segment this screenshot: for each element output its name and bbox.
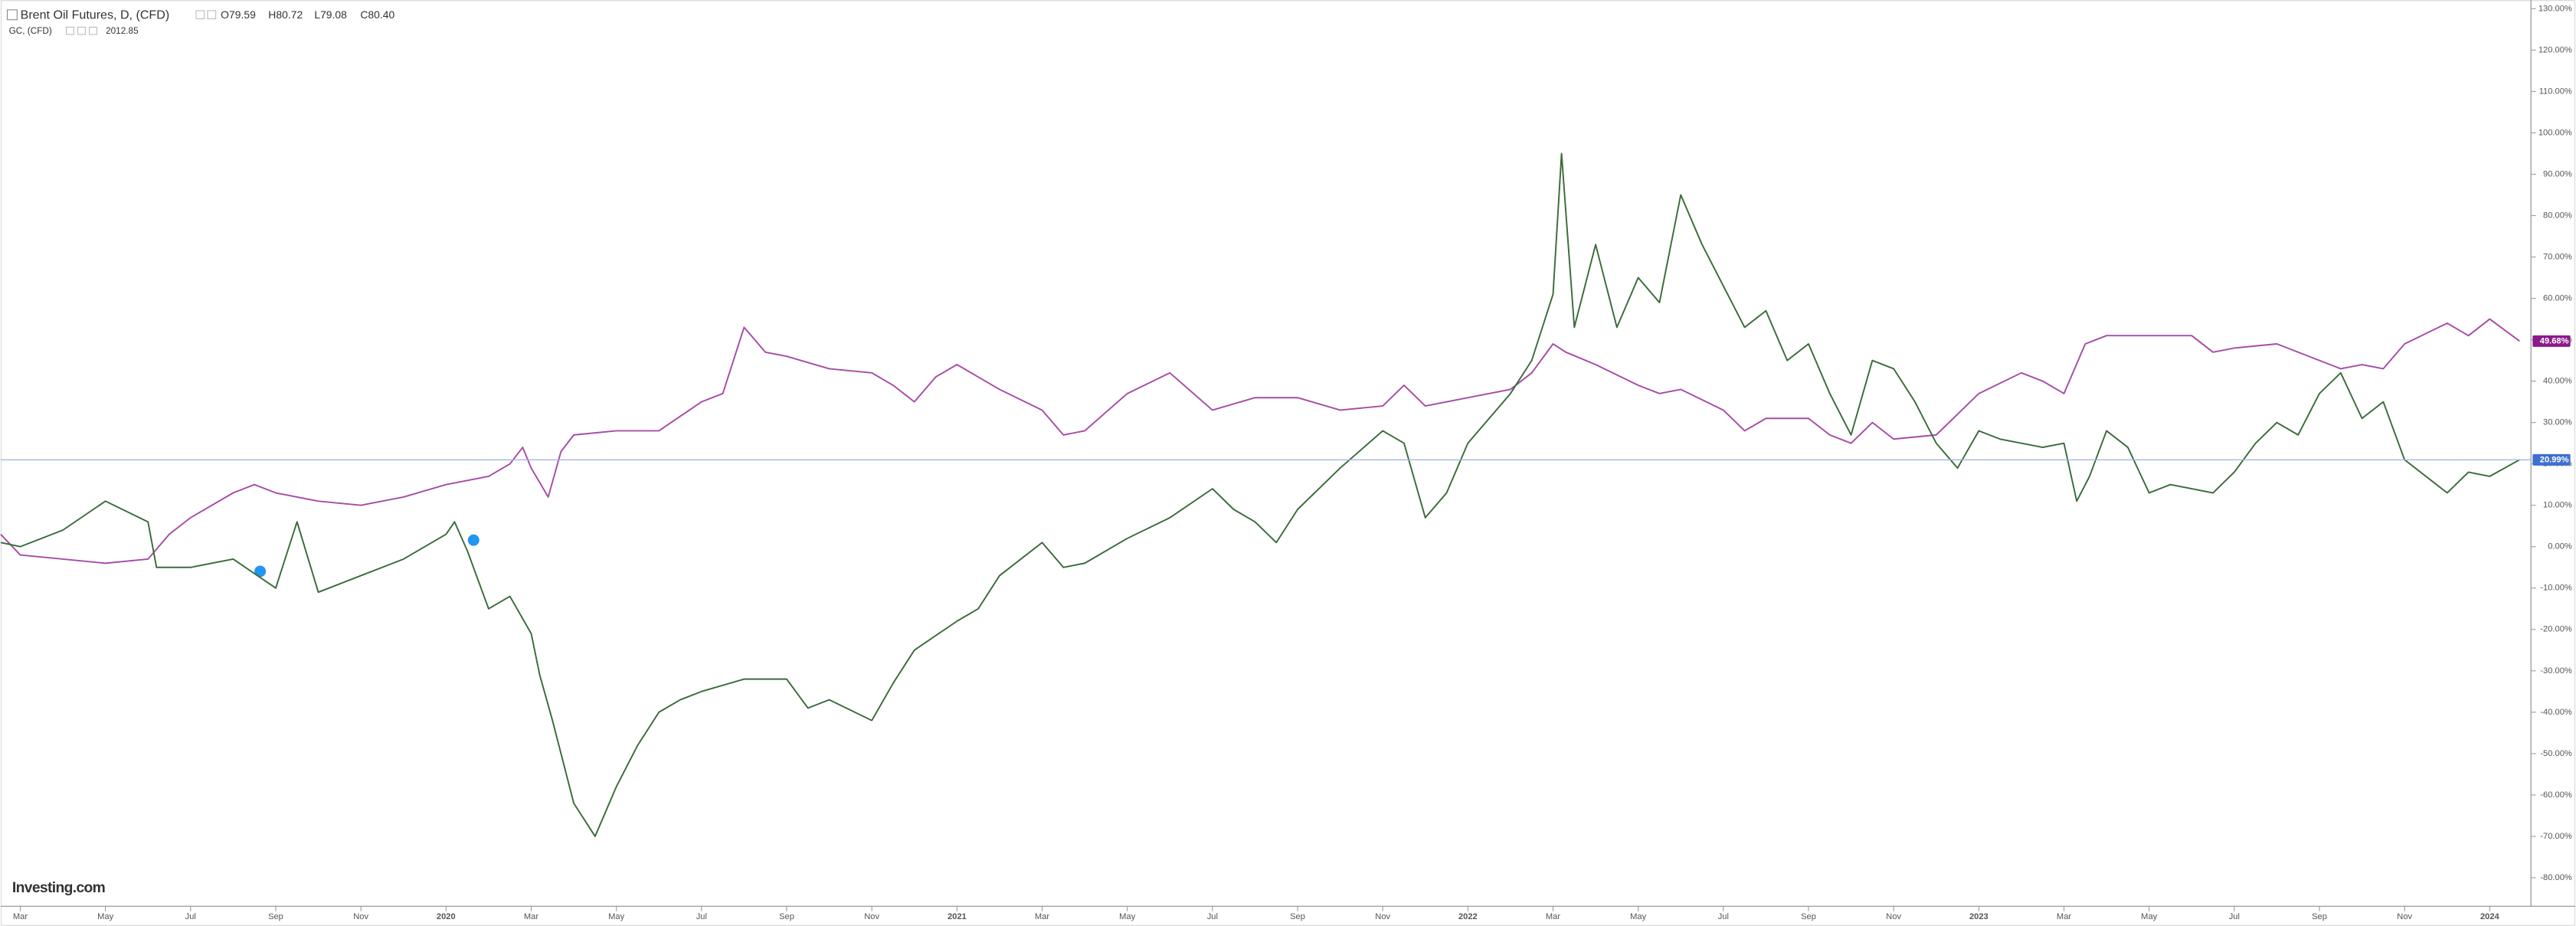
x-tick-label: Nov (353, 912, 368, 921)
legend-icon[interactable] (89, 26, 97, 35)
x-tick-label: Jul (185, 912, 196, 921)
y-tick-label: 10.00% (2543, 501, 2572, 510)
y-tick-label: 40.00% (2543, 377, 2572, 386)
ohlc-open: O79.59 (221, 8, 256, 21)
last-value-label: 20.99% (2540, 455, 2569, 464)
event-pin[interactable] (254, 565, 267, 578)
y-tick-label: -80.00% (2540, 873, 2572, 882)
ohlc-low: L79.08 (314, 8, 347, 21)
x-tick-label: 2021 (948, 912, 967, 921)
y-tick-label: 120.00% (2538, 45, 2572, 54)
x-tick-label: Jul (1718, 912, 1729, 921)
y-tick-label: -20.00% (2540, 625, 2572, 634)
y-tick-label: 70.00% (2543, 252, 2572, 261)
x-tick-label: Nov (2397, 912, 2412, 921)
y-tick-label: 60.00% (2543, 294, 2572, 303)
y-tick-label: 30.00% (2543, 418, 2572, 427)
x-tick-label: Jul (2229, 912, 2240, 921)
series-line (0, 318, 2520, 564)
last-value-tag (2532, 335, 2571, 347)
event-pin[interactable] (467, 534, 480, 546)
x-tick-label: Mar (1035, 912, 1049, 921)
series-line (0, 152, 2520, 837)
y-tick-label: 130.00% (2538, 4, 2572, 13)
watermark: Investing.com (12, 880, 105, 896)
y-tick-label: 90.00% (2543, 169, 2572, 178)
x-tick-label: Mar (524, 912, 538, 921)
y-tick-label: -60.00% (2540, 790, 2572, 800)
x-tick-label: 2024 (2480, 912, 2500, 921)
x-tick-label: Nov (1375, 912, 1390, 921)
x-tick-label: Jul (696, 912, 707, 921)
ohlc-close: C80.40 (360, 8, 394, 21)
legend-title: Brent Oil Futures, D, (CFD) (21, 8, 170, 22)
x-tick-label: Sep (1801, 912, 1816, 921)
y-tick-label: -40.00% (2540, 708, 2572, 717)
x-tick-label: 2020 (437, 912, 456, 921)
legend-icon[interactable] (77, 26, 86, 35)
legend-icon[interactable] (207, 10, 217, 20)
last-value-tag (2532, 453, 2571, 466)
y-tick-label: -70.00% (2540, 832, 2572, 841)
legend-icon[interactable] (66, 26, 74, 35)
y-tick-label: -10.00% (2540, 584, 2572, 593)
y-tick-label: 0.00% (2548, 542, 2572, 551)
gold-price: 2012.85 (106, 26, 139, 36)
y-tick-label: 80.00% (2543, 211, 2572, 220)
y-tick-label: -50.00% (2540, 749, 2572, 758)
x-tick-label: Sep (2312, 912, 2327, 921)
ohlc-high: H80.72 (268, 8, 303, 21)
legend-gold: GC, (CFD) (9, 26, 52, 36)
x-tick-label: May (608, 912, 624, 921)
last-value-label: 49.68% (2540, 336, 2569, 345)
x-tick-label: May (2141, 912, 2157, 921)
x-tick-label: May (97, 912, 113, 921)
x-tick-label: Nov (1886, 912, 1901, 921)
collapse-icon[interactable] (6, 9, 18, 21)
x-tick-label: Mar (1546, 912, 1560, 921)
x-tick-label: May (1630, 912, 1646, 921)
y-tick-label: 110.00% (2539, 87, 2572, 96)
x-tick-label: Nov (864, 912, 879, 921)
x-tick-label: Jul (1207, 912, 1218, 921)
x-tick-label: 2022 (1458, 912, 1478, 921)
legend-icon[interactable] (195, 10, 205, 20)
x-tick-label: May (1119, 912, 1135, 921)
y-tick-label: 100.00% (2538, 128, 2572, 137)
x-tick-label: Mar (2057, 912, 2071, 921)
x-tick-label: Sep (268, 912, 283, 921)
x-tick-label: 2023 (1969, 912, 1988, 921)
x-tick-label: Sep (779, 912, 794, 921)
x-tick-label: Mar (13, 912, 28, 921)
y-tick-label: -30.00% (2540, 666, 2572, 676)
x-tick-label: Sep (1290, 912, 1305, 921)
